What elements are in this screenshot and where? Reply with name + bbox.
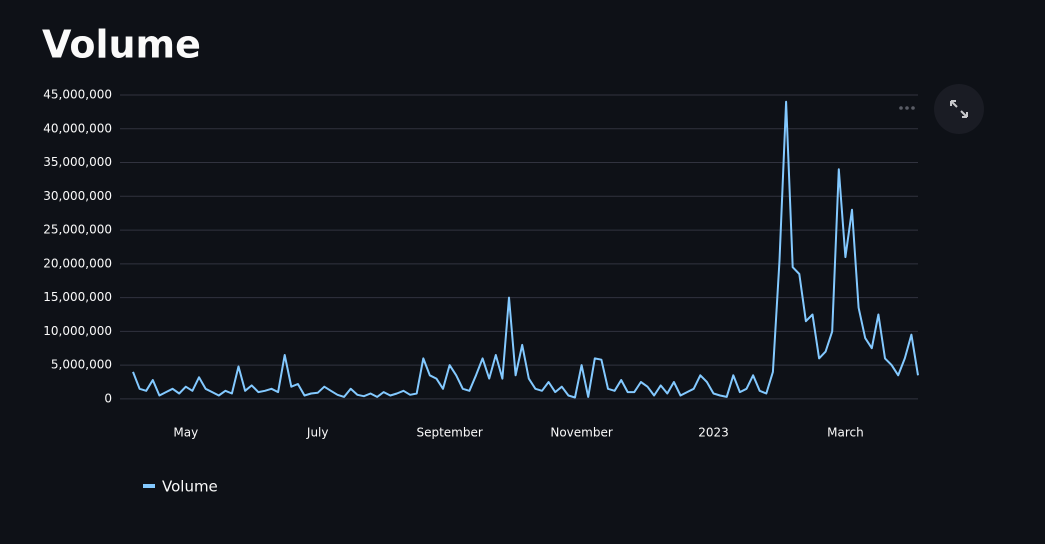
line-series xyxy=(132,100,919,399)
x-tick-label: March xyxy=(827,426,864,440)
chart-title: Volume xyxy=(42,23,201,67)
y-tick-label: 15,000,000 xyxy=(43,290,112,304)
y-tick-label: 20,000,000 xyxy=(43,256,112,270)
y-tick-label: 30,000,000 xyxy=(43,189,112,203)
x-tick-label: May xyxy=(173,426,198,440)
legend-label: Volume xyxy=(162,478,218,496)
y-tick-label: 40,000,000 xyxy=(43,121,112,135)
x-tick-label: 2023 xyxy=(698,426,729,440)
y-tick-label: 0 xyxy=(104,391,112,405)
y-tick-label: 10,000,000 xyxy=(43,324,112,338)
y-tick-label: 25,000,000 xyxy=(43,223,112,237)
more-menu[interactable] xyxy=(899,106,915,110)
y-tick-label: 5,000,000 xyxy=(51,358,112,372)
x-tick-label: September xyxy=(416,426,482,440)
y-tick-label: 35,000,000 xyxy=(43,155,112,169)
fullscreen-button[interactable] xyxy=(934,84,984,134)
x-tick-label: July xyxy=(306,426,329,440)
y-tick-label: 45,000,000 xyxy=(43,88,112,102)
x-tick-label: November xyxy=(550,426,612,440)
